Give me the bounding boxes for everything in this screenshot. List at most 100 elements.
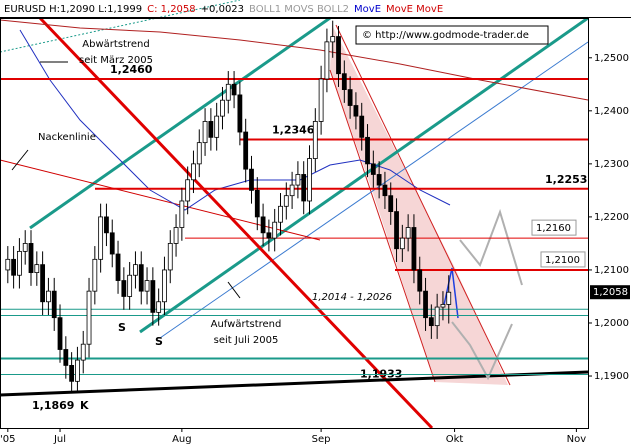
candle-body — [51, 290, 57, 319]
candle-body — [86, 290, 92, 345]
trend-line — [38, 16, 434, 430]
y-tick-label: 1,2200 — [594, 212, 629, 223]
level-label: 1,2460 — [110, 63, 153, 76]
candle-body — [17, 250, 22, 276]
candle-body — [225, 83, 231, 101]
candle-body — [179, 200, 185, 228]
candle-body — [40, 264, 46, 303]
moving-average — [0, 19, 589, 101]
candle-body — [330, 36, 336, 43]
candle-body — [249, 168, 254, 191]
annotation: Nackenlinie — [38, 132, 96, 143]
candle-body — [446, 291, 452, 305]
candle-body — [365, 136, 370, 165]
candle-body — [405, 227, 411, 239]
candle-body — [80, 343, 86, 361]
candle-body — [121, 280, 127, 297]
x-tick-label: '05 — [0, 434, 15, 445]
candle-body — [243, 131, 249, 170]
x-tick-label: Jul — [53, 434, 66, 445]
x-tick-label: Aug — [172, 434, 192, 445]
last-price-box — [590, 285, 630, 300]
candle-body — [162, 269, 167, 303]
annotation: seit März 2005 — [79, 55, 153, 66]
candle-body — [423, 290, 428, 319]
trend-line — [139, 16, 589, 334]
candle-body — [28, 243, 34, 273]
header-text: MovE — [354, 4, 381, 15]
plot-frame — [0, 18, 589, 429]
y-tick-label: 1,2000 — [594, 318, 629, 329]
candle-body — [388, 195, 394, 212]
candle-body — [318, 78, 324, 122]
annotation: S — [155, 335, 163, 348]
candle-body — [156, 301, 162, 313]
candle-body — [104, 216, 109, 234]
range-label: 1,2014 - 1,2026 — [312, 292, 392, 303]
candle-body — [11, 258, 17, 276]
level-label: 1,2100 — [545, 255, 580, 266]
candle-body — [144, 280, 150, 292]
data-layer: 1,24601,23461,22531,21601,21001,19331,20… — [0, 20, 588, 412]
candle-body — [341, 73, 347, 91]
candle-body — [63, 349, 69, 366]
candle-body — [138, 264, 144, 292]
candle-body — [92, 258, 98, 292]
channel-fill — [330, 25, 508, 385]
candle-body — [417, 269, 423, 292]
copyright: © http://www.godmode-trader.de — [362, 30, 529, 41]
candle-body — [173, 227, 179, 244]
candle-body — [127, 274, 133, 297]
candle-body — [254, 189, 260, 218]
channel-line — [335, 24, 511, 386]
annotation: Aufwärtstrend — [211, 319, 282, 330]
trend-line — [0, 0, 241, 53]
level-label-box — [531, 219, 577, 236]
annotation: Abwärtstrend — [82, 39, 149, 50]
annotation: K — [80, 399, 89, 412]
candle-body — [440, 304, 446, 308]
arrow — [227, 281, 241, 299]
candle-body — [278, 205, 283, 223]
candle-body — [370, 163, 376, 175]
candle-body — [57, 317, 63, 350]
moving-average — [19, 29, 451, 211]
annotation: S — [118, 321, 126, 334]
candle-body — [133, 264, 138, 276]
candle-body — [237, 94, 243, 133]
candle-body — [382, 184, 388, 197]
candle-body — [22, 243, 28, 252]
candle-body — [5, 258, 11, 271]
level-label-box — [540, 251, 586, 268]
trend-line — [159, 41, 589, 339]
header-text: BOLL1 MOVS BOLL2 — [249, 4, 349, 15]
y-tick-label: 1,2300 — [594, 159, 629, 170]
y-tick-label: 1,1900 — [594, 371, 629, 382]
candle-body — [150, 280, 156, 313]
candle-body — [312, 121, 318, 159]
candle-body — [266, 232, 272, 239]
candle-body — [69, 365, 75, 382]
y-tick-label: 1,2100 — [594, 265, 629, 276]
y-tick-label: 1,2400 — [594, 106, 629, 117]
level-label: 1,2160 — [536, 223, 571, 234]
candle-body — [394, 211, 399, 250]
projection — [451, 321, 513, 381]
candle-body — [98, 216, 104, 260]
candle-body — [301, 174, 307, 202]
y-tick-label: 1,2500 — [594, 53, 629, 64]
candle-body — [220, 99, 225, 117]
candle-body — [115, 253, 121, 281]
candle-body — [353, 105, 359, 117]
x-tick-label: Nov — [567, 434, 587, 445]
candle-body — [34, 264, 40, 273]
candle-body — [260, 216, 266, 234]
candle-body — [75, 359, 80, 382]
header-text: MovE MovE — [386, 4, 443, 15]
candle-body — [399, 237, 405, 250]
candle-body — [411, 227, 417, 271]
candle-body — [336, 36, 341, 75]
x-tick-label: Sep — [312, 434, 331, 445]
arrow — [11, 149, 29, 171]
